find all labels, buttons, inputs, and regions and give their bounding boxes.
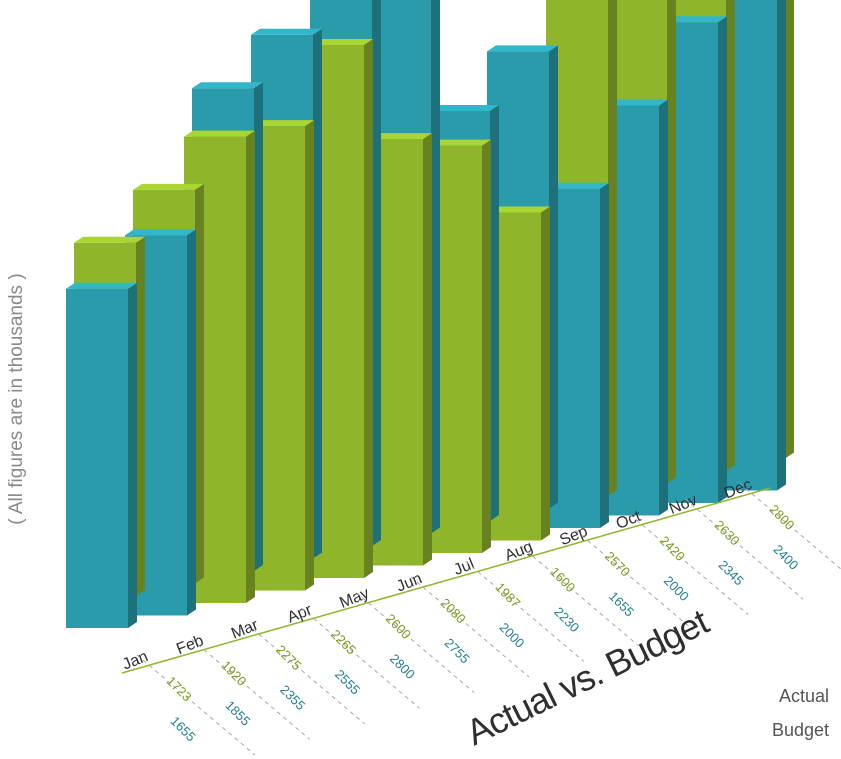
- legend-budget: Budget: [771, 720, 829, 740]
- data-label-actual: 2420: [657, 533, 688, 564]
- guide-line: [136, 654, 256, 756]
- data-label-budget: 1655: [606, 588, 637, 619]
- guide-line: [355, 592, 475, 693]
- data-label-actual: 2275: [273, 642, 304, 673]
- x-axis-line: [121, 487, 771, 674]
- data-label-actual: 2265: [328, 626, 359, 657]
- data-label-budget: 2000: [661, 573, 692, 604]
- data-label-budget: 1655: [168, 713, 199, 744]
- guide-line: [629, 514, 749, 615]
- tick-label-aug: Aug: [503, 538, 536, 564]
- data-label-actual: 1723: [164, 673, 195, 704]
- tick-label-jan: Jan: [120, 648, 150, 673]
- tick-label-jun: Jun: [394, 570, 424, 595]
- data-label-budget: 2345: [716, 557, 747, 588]
- data-label-actual: 2080: [438, 595, 469, 626]
- guide-line: [301, 607, 420, 709]
- guide-line: [575, 529, 694, 631]
- guide-line: [520, 545, 639, 647]
- data-label-budget: 2400: [770, 542, 801, 573]
- guide-line: [191, 639, 311, 740]
- bar-budget-jan: [66, 282, 137, 628]
- data-label-budget: 2800: [387, 651, 418, 682]
- data-label-actual: 1987: [492, 580, 523, 611]
- tick-label-mar: Mar: [229, 616, 262, 642]
- tick-label-may: May: [337, 585, 371, 612]
- data-label-actual: 1920: [218, 658, 249, 689]
- guide-line: [739, 483, 841, 570]
- guide-line: [465, 561, 585, 662]
- data-label-budget: 2000: [496, 620, 527, 651]
- data-label-budget: 1855: [222, 698, 253, 729]
- data-label-budget: 2555: [332, 666, 363, 697]
- tick-label-apr: Apr: [285, 601, 315, 626]
- data-label-budget: 2355: [277, 682, 308, 713]
- legend-actual: Actual: [778, 686, 829, 706]
- tick-label-feb: Feb: [174, 632, 206, 658]
- data-label-actual: 2570: [602, 548, 633, 579]
- guide-line: [410, 576, 530, 678]
- data-label-actual: 2600: [383, 611, 414, 642]
- data-label-budget: 2230: [551, 604, 582, 635]
- data-label-budget: 2755: [442, 635, 473, 666]
- guide-line: [246, 623, 365, 725]
- data-label-actual: 2630: [712, 517, 743, 548]
- guide-line: [684, 498, 804, 600]
- data-label-actual: 2800: [766, 502, 797, 533]
- data-label-actual: 1600: [547, 564, 578, 595]
- tick-label-jul: Jul: [451, 556, 476, 579]
